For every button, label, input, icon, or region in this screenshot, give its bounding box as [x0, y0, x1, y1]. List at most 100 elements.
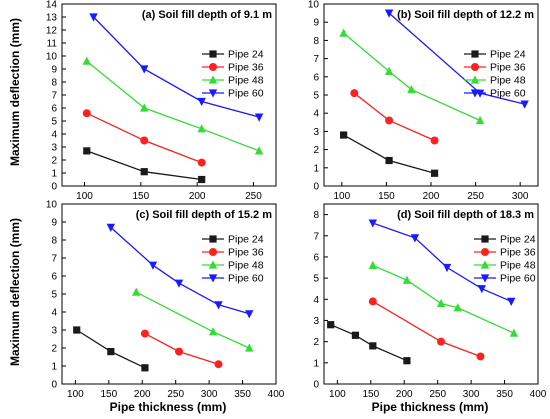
data-point [73, 326, 81, 334]
y-tick-label: 1 [313, 163, 319, 174]
x-tick-label: 400 [530, 389, 547, 400]
data-point [197, 124, 206, 133]
y-tick-label: 3 [313, 127, 319, 138]
x-tick-label: 250 [245, 191, 262, 202]
data-point [368, 297, 377, 306]
y-tick-label: 4 [313, 295, 319, 306]
data-point [198, 175, 206, 184]
x-tick-label: 300 [512, 191, 529, 202]
y-tick-label: 5 [51, 290, 57, 301]
x-tick-label: 100 [329, 389, 346, 400]
series-line-pipe-48 [372, 264, 515, 334]
x-tick-label: 300 [201, 389, 218, 400]
x-tick-label: 400 [268, 389, 285, 400]
legend-label: Pipe 24 [490, 49, 526, 61]
data-point [140, 103, 149, 112]
series-line-pipe-36 [353, 92, 435, 142]
legend-marker [470, 89, 480, 98]
data-point [106, 223, 116, 232]
panel-title: (b) Soil fill depth of 12.2 m [397, 9, 534, 21]
panel-title: (c) Soil fill depth of 15.2 m [136, 209, 273, 221]
data-point [83, 147, 91, 155]
plot-frame [61, 203, 277, 385]
series-line-pipe-60 [372, 222, 512, 303]
series-line-pipe-48 [343, 32, 481, 122]
data-point [402, 275, 412, 284]
data-point [140, 329, 149, 338]
data-point [507, 297, 516, 307]
x-axis-label-left: Pipe thickness (mm) [110, 400, 227, 414]
plot-frame [323, 203, 539, 385]
series-line-pipe-36 [372, 300, 481, 358]
data-point [368, 260, 378, 270]
legend-marker [471, 50, 479, 58]
data-point [175, 347, 184, 356]
data-point [369, 342, 377, 350]
legend-marker [208, 260, 218, 269]
y-tick-label: 1 [51, 169, 57, 180]
data-point [208, 327, 218, 336]
data-point [350, 89, 359, 98]
data-point [107, 348, 115, 356]
legend-label: Pipe 36 [490, 62, 526, 74]
x-tick-label: 300 [463, 389, 480, 400]
x-tick-label: 150 [362, 389, 379, 400]
y-tick-label: 6 [313, 252, 319, 263]
y-tick-label: 1 [313, 358, 319, 369]
y-tick-label: 3 [51, 326, 57, 337]
legend-marker [480, 260, 490, 269]
x-tick-label: 150 [132, 191, 149, 202]
legend-label: Pipe 60 [228, 88, 264, 100]
y-tick-label: 9 [313, 18, 319, 29]
data-point [407, 84, 416, 94]
y-tick-label: 2 [313, 145, 319, 156]
y-tick-label: 8 [51, 78, 57, 89]
legend-marker [209, 235, 217, 243]
series-line-pipe-48 [86, 60, 260, 152]
legend-marker [481, 235, 489, 243]
y-tick-label: 1 [51, 362, 57, 373]
data-point [437, 337, 446, 346]
y-tick-label: 10 [46, 52, 58, 63]
x-tick-label: 350 [496, 389, 513, 400]
legend-label: Pipe 24 [500, 234, 536, 246]
y-tick-label: 7 [313, 231, 319, 242]
y-tick-label: 2 [51, 156, 57, 167]
y-axis-label-top: Maximum deflection (mm) [8, 18, 22, 166]
y-tick-label: 11 [47, 39, 58, 50]
y-tick-label: 9 [51, 218, 57, 229]
legend-marker [208, 75, 218, 84]
y-tick-label: 3 [313, 316, 319, 327]
data-point [430, 169, 439, 177]
data-point [453, 303, 462, 312]
y-tick-label: 6 [51, 104, 57, 115]
data-point [197, 97, 206, 107]
legend-marker [481, 248, 489, 256]
data-point [351, 331, 360, 339]
series-line-pipe-24 [330, 324, 408, 362]
data-point [384, 66, 394, 75]
y-tick-label: 3 [51, 143, 57, 154]
legend-label: Pipe 36 [500, 247, 536, 259]
data-point [89, 13, 98, 22]
data-point [245, 343, 254, 352]
legend-label: Pipe 48 [228, 260, 264, 272]
x-tick-label: 100 [67, 389, 84, 400]
legend-marker [470, 75, 480, 84]
y-tick-label: 7 [51, 91, 57, 102]
x-tick-label: 200 [396, 389, 413, 400]
y-tick-label: 8 [313, 210, 319, 221]
data-point [410, 234, 420, 243]
data-point [385, 156, 393, 165]
data-point [384, 9, 394, 18]
data-point [132, 287, 141, 296]
data-point [140, 65, 149, 74]
y-tick-label: 10 [308, 0, 320, 11]
legend-label: Pipe 48 [490, 75, 526, 87]
